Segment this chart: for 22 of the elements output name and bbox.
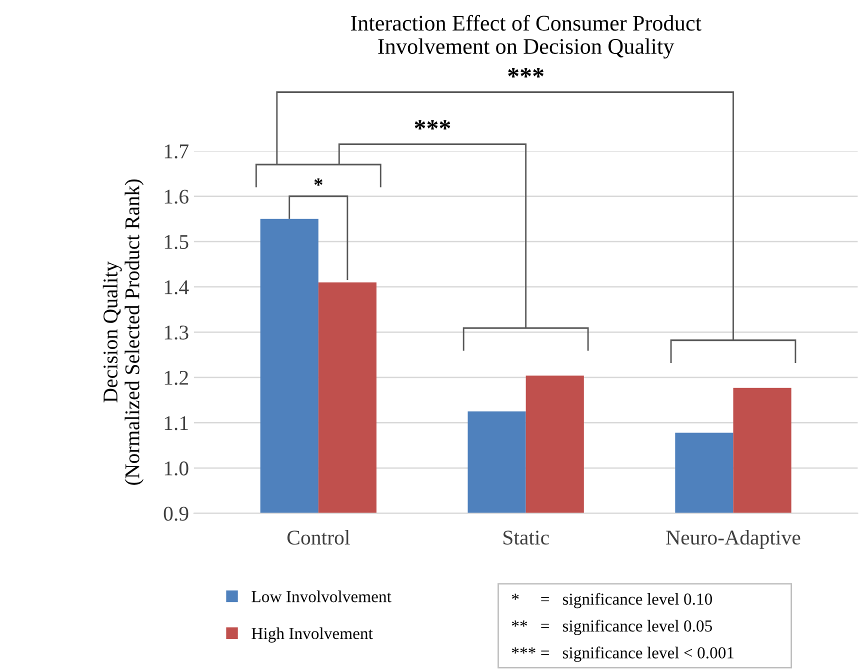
legend-label: Low Involvolvement: [252, 590, 392, 602]
text: * = significance level 0.10: [512, 592, 712, 608]
text: ***: [414, 120, 450, 130]
y-tick-label: 1.3: [164, 326, 188, 340]
y-tick-label: 1.1: [164, 416, 188, 430]
annotation: *: [314, 178, 322, 186]
y-tick-label: 1.0: [164, 461, 188, 476]
y-tick-label: 1.6: [164, 190, 188, 204]
y-tick-label: 1.2: [164, 370, 188, 385]
y-tick-label: 0.9: [164, 506, 188, 521]
text: ***: [508, 68, 544, 78]
x-tick-label: Neuro-Adaptive: [666, 530, 800, 549]
y-axis-title: Decision Quality (Normalized Selected Product Rank): [102, 179, 144, 485]
y-tick-label: 1.7: [164, 144, 188, 158]
legend-label: High Involvement: [252, 627, 373, 643]
x-tick-label: Static: [503, 530, 549, 545]
y-tick-label: 1.4: [164, 280, 189, 294]
y-tick-label: 1.5: [164, 235, 188, 250]
text: ** = significance level 0.05: [512, 620, 712, 636]
text: *** = significance level < 0.001: [512, 646, 734, 662]
chart-title: Interaction Effect of Consumer Product Involvement on Decision Quality: [350, 14, 702, 59]
x-tick-label: Control: [287, 530, 350, 545]
